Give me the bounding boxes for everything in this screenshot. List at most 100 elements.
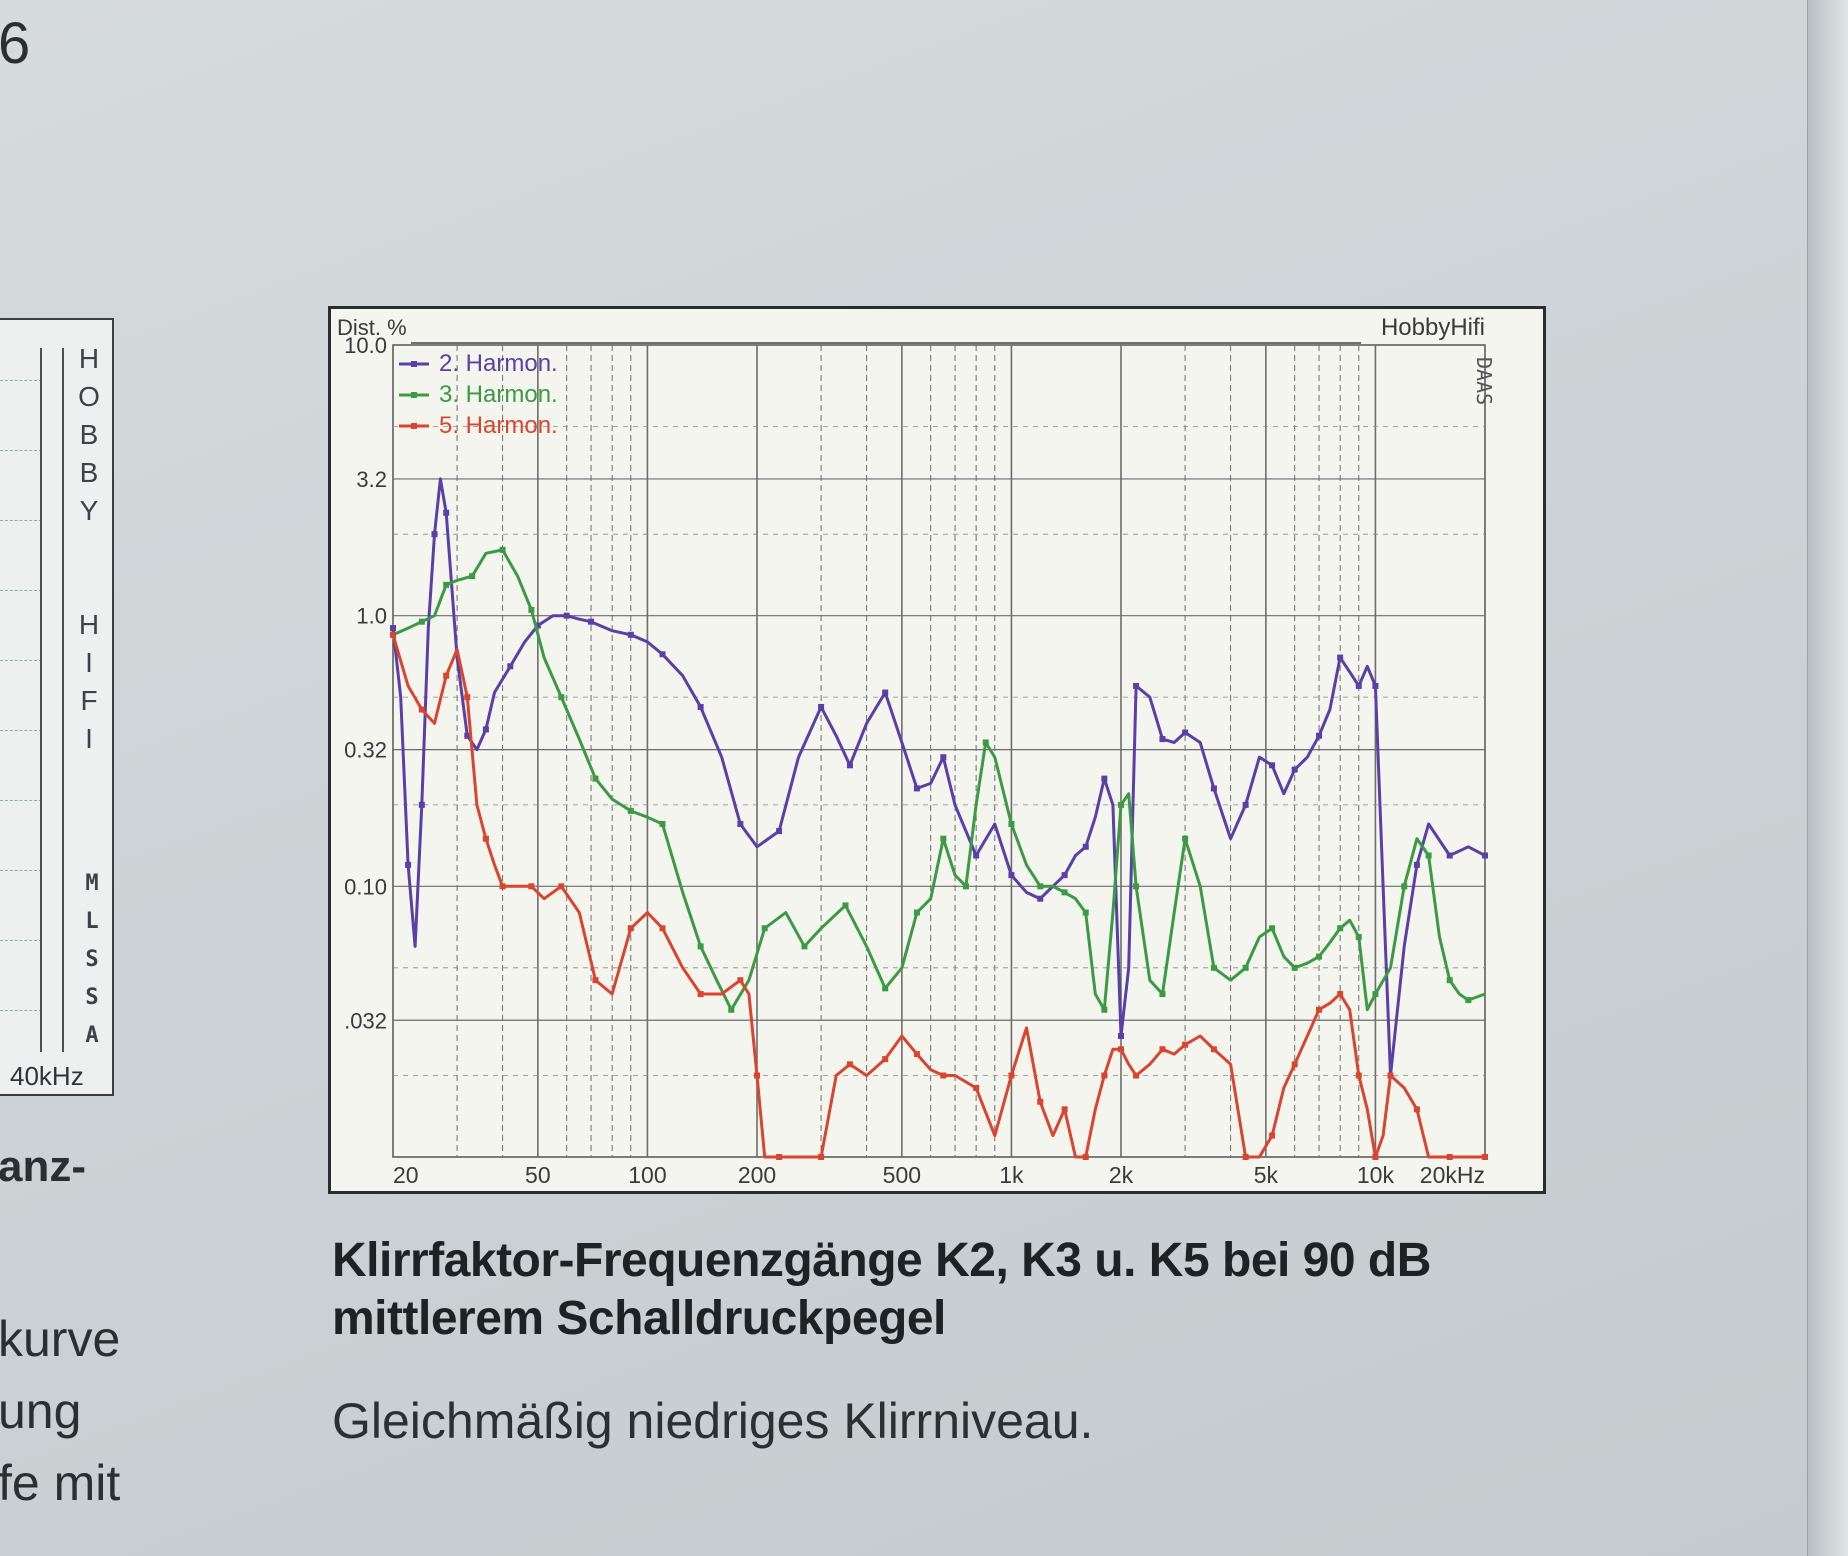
left-grid-line: [0, 730, 42, 731]
data-point: [913, 909, 920, 916]
data-point: [1210, 785, 1217, 792]
data-point: [737, 820, 744, 827]
data-point: [558, 883, 565, 890]
left-grid-line: [0, 940, 42, 941]
left-text-fragment: fe mit: [0, 1455, 121, 1511]
data-point: [1159, 991, 1166, 998]
data-point: [1182, 729, 1189, 736]
data-point: [1242, 964, 1249, 971]
left-text-fragment: ung: [0, 1383, 82, 1439]
left-grid-line: [0, 450, 42, 451]
left-text-fragment: kurve: [0, 1311, 121, 1367]
corner-digit: 6: [0, 11, 31, 76]
y-tick-label: 3.2: [356, 467, 387, 492]
data-point: [846, 762, 853, 769]
series-line-2: [392, 548, 1486, 1012]
data-point: [1269, 925, 1276, 932]
data-point: [659, 820, 666, 827]
distortion-chart: 10.0 3.2 1.0 0.32 0.10 .032 20 50 100 200 500 1k 2k 5…: [328, 306, 1546, 1194]
data-point: [940, 1072, 947, 1079]
data-point: [418, 618, 425, 625]
data-point: [1008, 872, 1015, 879]
data-point: [1413, 861, 1420, 868]
data-point: [801, 943, 808, 950]
left-axis-label: 40kHz: [10, 1061, 84, 1091]
x-tick-label: 500: [883, 1162, 921, 1188]
data-point: [940, 835, 947, 842]
legend-label: 2. Harmon.: [439, 350, 558, 377]
y-tick-label: .032: [344, 1008, 387, 1033]
brand-label: HobbyHifi: [1381, 314, 1485, 341]
data-point: [1316, 732, 1323, 739]
data-point: [1446, 852, 1453, 859]
data-point: [659, 925, 666, 932]
x-tick-label: 50: [525, 1162, 551, 1188]
data-point: [1242, 801, 1249, 808]
data-point: [1061, 1106, 1068, 1113]
data-point: [390, 631, 396, 638]
watermark-label: DAAS: [1472, 357, 1496, 405]
page-edge: [1807, 0, 1848, 1556]
left-grid-line: [0, 660, 42, 661]
data-point: [1482, 1154, 1488, 1160]
data-point: [507, 663, 514, 670]
data-point: [1159, 736, 1166, 743]
data-point: [431, 531, 438, 538]
data-point: [1465, 997, 1472, 1004]
left-axis-line: [62, 348, 64, 1052]
data-point: [443, 581, 450, 588]
data-point: [1082, 1154, 1089, 1160]
data-point: [913, 785, 920, 792]
data-point: [418, 706, 425, 713]
legend-marker: [411, 361, 417, 367]
data-point: [818, 1154, 825, 1160]
data-point: [1413, 1106, 1420, 1113]
y-tick-label: 0.32: [344, 738, 387, 763]
data-point: [1082, 909, 1089, 916]
data-point: [962, 883, 969, 890]
data-point: [1133, 883, 1140, 890]
data-point: [882, 985, 889, 992]
data-point: [592, 977, 599, 984]
data-point: [973, 1084, 980, 1091]
legend-label: 3. Harmon.: [439, 381, 558, 408]
data-point: [1008, 1072, 1015, 1079]
left-grid-line: [0, 380, 42, 381]
data-point: [528, 606, 535, 613]
caption-title: Klirrfaktor-Frequenzgänge K2, K3 u. K5 b…: [332, 1234, 1431, 1345]
data-point: [627, 925, 634, 932]
data-point: [1401, 883, 1408, 890]
x-tick-label: 2k: [1109, 1162, 1134, 1188]
data-point: [1182, 1041, 1189, 1048]
data-point: [776, 828, 783, 835]
data-point: [1133, 682, 1140, 689]
legend-marker: [411, 392, 417, 398]
data-point: [1482, 852, 1488, 859]
x-tick-label: 200: [738, 1162, 776, 1188]
data-point: [418, 801, 425, 808]
data-point: [1337, 991, 1344, 998]
data-point: [1269, 1132, 1276, 1139]
data-point: [1387, 1072, 1394, 1079]
caption-text: Gleichmäßig niedriges Klirrniveau.: [332, 1393, 1094, 1449]
left-axis-line: [40, 348, 42, 1052]
data-point: [1210, 964, 1217, 971]
data-point: [469, 573, 476, 580]
data-point: [1355, 933, 1362, 940]
data-point: [534, 622, 541, 629]
data-point: [1118, 1032, 1124, 1039]
data-point: [697, 703, 704, 710]
data-point: [1037, 1098, 1044, 1105]
data-point: [390, 625, 396, 632]
data-point: [973, 852, 980, 859]
data-point: [1337, 654, 1344, 661]
data-point: [776, 1154, 783, 1160]
data-point: [1316, 1006, 1323, 1013]
x-tick-label: 100: [628, 1162, 666, 1188]
data-point: [499, 546, 506, 553]
data-point: [1082, 843, 1089, 850]
data-point: [499, 883, 506, 890]
